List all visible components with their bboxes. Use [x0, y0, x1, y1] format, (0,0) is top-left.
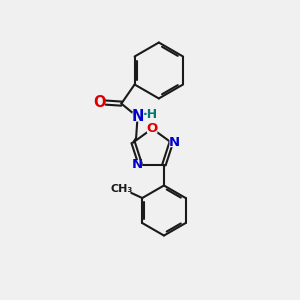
FancyBboxPatch shape: [94, 97, 105, 107]
Text: N: N: [131, 158, 142, 171]
Text: N: N: [169, 136, 180, 149]
FancyBboxPatch shape: [132, 160, 142, 170]
Text: ·H: ·H: [142, 108, 158, 121]
Text: CH₃: CH₃: [110, 184, 133, 194]
Text: O: O: [147, 122, 158, 135]
FancyBboxPatch shape: [169, 138, 180, 147]
Text: O: O: [93, 95, 106, 110]
Text: N: N: [131, 110, 144, 124]
FancyBboxPatch shape: [132, 112, 143, 122]
FancyBboxPatch shape: [147, 124, 158, 134]
FancyBboxPatch shape: [113, 184, 130, 194]
